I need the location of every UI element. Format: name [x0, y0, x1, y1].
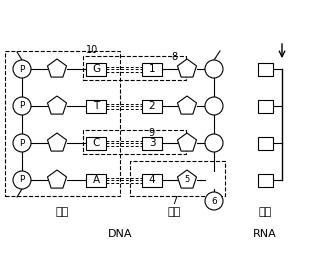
Text: T: T — [93, 101, 99, 111]
Text: 10: 10 — [86, 45, 98, 55]
Bar — [130, 161, 225, 196]
Polygon shape — [48, 96, 66, 114]
Text: 3: 3 — [149, 138, 155, 148]
Bar — [257, 173, 272, 186]
Text: 2: 2 — [149, 101, 155, 111]
Text: 乙链: 乙链 — [167, 207, 180, 217]
Bar — [83, 56, 186, 80]
Text: 1: 1 — [149, 64, 155, 74]
Bar — [5, 51, 120, 196]
Bar — [86, 100, 106, 112]
Text: A: A — [92, 175, 100, 185]
Text: 4: 4 — [149, 175, 155, 185]
Bar — [257, 63, 272, 76]
Polygon shape — [177, 96, 197, 114]
Text: C: C — [92, 138, 100, 148]
Circle shape — [13, 171, 31, 189]
Bar — [142, 100, 162, 112]
Text: G: G — [92, 64, 100, 74]
Circle shape — [205, 60, 223, 78]
Text: 7: 7 — [171, 196, 177, 206]
Bar — [83, 130, 186, 154]
Text: 甲链: 甲链 — [55, 207, 69, 217]
Text: 9: 9 — [148, 128, 154, 138]
Circle shape — [205, 97, 223, 115]
Circle shape — [13, 134, 31, 152]
Bar — [86, 173, 106, 186]
Bar — [142, 136, 162, 149]
Polygon shape — [48, 170, 66, 188]
Circle shape — [13, 60, 31, 78]
Polygon shape — [177, 133, 197, 151]
Text: RNA: RNA — [253, 229, 277, 239]
Text: P: P — [19, 139, 25, 148]
Text: 6: 6 — [211, 196, 217, 205]
Circle shape — [205, 192, 223, 210]
Circle shape — [205, 134, 223, 152]
Bar — [142, 173, 162, 186]
Text: 8: 8 — [171, 52, 177, 62]
Text: P: P — [19, 64, 25, 73]
Polygon shape — [177, 170, 197, 188]
Bar — [86, 136, 106, 149]
Polygon shape — [48, 133, 66, 151]
Text: 5: 5 — [184, 176, 190, 185]
Text: DNA: DNA — [108, 229, 132, 239]
Circle shape — [13, 97, 31, 115]
Bar — [257, 100, 272, 112]
Polygon shape — [177, 59, 197, 77]
Text: 丙链: 丙链 — [258, 207, 272, 217]
Text: P: P — [19, 176, 25, 185]
Text: P: P — [19, 101, 25, 111]
Bar — [142, 63, 162, 76]
Polygon shape — [48, 59, 66, 77]
Bar — [86, 63, 106, 76]
Bar — [257, 136, 272, 149]
